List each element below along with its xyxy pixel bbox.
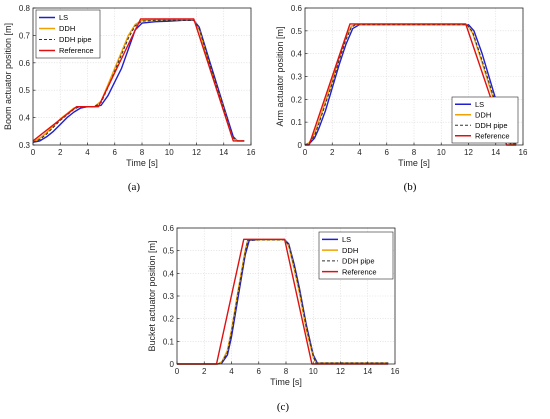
x-tick-label: 10 — [437, 148, 446, 157]
y-tick-label: 0 — [170, 360, 175, 369]
legend-entry: LS — [342, 235, 351, 244]
panel-caption: (a) — [128, 181, 141, 193]
x-tick-label: 0 — [31, 148, 36, 157]
y-tick-label: 0.5 — [19, 86, 31, 95]
x-tick-label: 6 — [113, 148, 118, 157]
y-tick-label: 0.3 — [291, 73, 303, 82]
x-tick-label: 14 — [491, 148, 500, 157]
y-tick-label: 0.4 — [19, 114, 31, 123]
y-tick-label: 0.6 — [291, 4, 303, 13]
legend: LS DDH DDH pipe Reference — [35, 9, 101, 59]
legend-entry: Reference — [475, 131, 510, 140]
y-axis-label: Arm actuator position [m] — [275, 26, 285, 126]
y-tick-label: 0.3 — [163, 292, 175, 301]
x-tick-label: 6 — [257, 367, 262, 376]
y-tick-label: 0.7 — [19, 31, 31, 40]
x-tick-label: 14 — [363, 367, 372, 376]
panel-caption: (c) — [277, 401, 290, 413]
x-tick-label: 0 — [175, 367, 180, 376]
x-tick-label: 0 — [303, 148, 308, 157]
chart-1: 0 2 4 6 8 10 12 14 16 0.3 0.4 0.5 0.6 0.7 0.8 Time [s] B… — [3, 4, 256, 193]
chart-2: 0 2 4 6 8 10 12 14 16 0 0.1 0.2 0.3 0.4 0.5 0.6 Time [s]… — [275, 4, 528, 193]
x-axis-label: Time [s] — [398, 158, 430, 168]
x-tick-label: 8 — [284, 367, 289, 376]
legend-entry: Reference — [59, 46, 94, 55]
y-tick-label: 0 — [298, 141, 303, 150]
panel-caption: (b) — [404, 181, 417, 193]
x-tick-label: 2 — [330, 148, 335, 157]
y-tick-label: 0.1 — [163, 337, 175, 346]
legend-entry: DDH pipe — [59, 35, 92, 44]
y-tick-label: 0.8 — [19, 4, 31, 13]
legend-entry: Reference — [342, 267, 377, 276]
y-tick-label: 0.3 — [19, 141, 31, 150]
x-tick-label: 8 — [412, 148, 417, 157]
y-tick-label: 0.4 — [163, 269, 175, 278]
series-line-ddh-pipe — [32, 19, 245, 143]
legend-entry: LS — [59, 13, 68, 22]
legend-entry: DDH pipe — [475, 121, 508, 130]
x-tick-label: 10 — [309, 367, 318, 376]
y-tick-label: 0.2 — [163, 315, 175, 324]
legend-entry: DDH — [342, 246, 358, 255]
x-tick-label: 4 — [85, 148, 90, 157]
y-tick-label: 0.2 — [291, 95, 303, 104]
x-tick-label: 4 — [229, 367, 234, 376]
x-tick-label: 16 — [519, 148, 528, 157]
y-tick-label: 0.1 — [291, 118, 303, 127]
legend-entry: LS — [475, 100, 484, 109]
x-axis-label: Time [s] — [270, 377, 302, 387]
y-tick-label: 0.6 — [163, 224, 175, 233]
y-tick-label: 0.5 — [163, 247, 175, 256]
x-tick-label: 10 — [165, 148, 174, 157]
x-axis-label: Time [s] — [126, 158, 158, 168]
series-line-reference — [32, 18, 245, 142]
legend-entry: DDH pipe — [342, 257, 375, 266]
series-line-ls — [32, 19, 245, 143]
x-tick-label: 16 — [247, 148, 256, 157]
y-tick-label: 0.4 — [291, 50, 303, 59]
y-axis-label: Boom actuator position [m] — [3, 23, 13, 130]
y-tick-label: 0.6 — [19, 59, 31, 68]
x-tick-label: 2 — [202, 367, 207, 376]
y-tick-label: 0.5 — [291, 27, 303, 36]
chart-3: 0 2 4 6 8 10 12 14 16 0 0.1 0.2 0.3 0.4 0.5 0.6 Time [s]… — [147, 224, 400, 413]
legend-entry: DDH — [59, 24, 75, 33]
x-tick-label: 14 — [219, 148, 228, 157]
x-tick-label: 8 — [140, 148, 145, 157]
x-tick-label: 6 — [385, 148, 390, 157]
x-tick-label: 16 — [391, 367, 400, 376]
y-axis-label: Bucket actuator position [m] — [147, 240, 157, 351]
x-tick-label: 4 — [357, 148, 362, 157]
x-tick-label: 12 — [464, 148, 473, 157]
x-tick-label: 12 — [336, 367, 345, 376]
legend-entry: DDH — [475, 110, 491, 119]
x-tick-label: 2 — [58, 148, 63, 157]
x-tick-label: 12 — [192, 148, 201, 157]
